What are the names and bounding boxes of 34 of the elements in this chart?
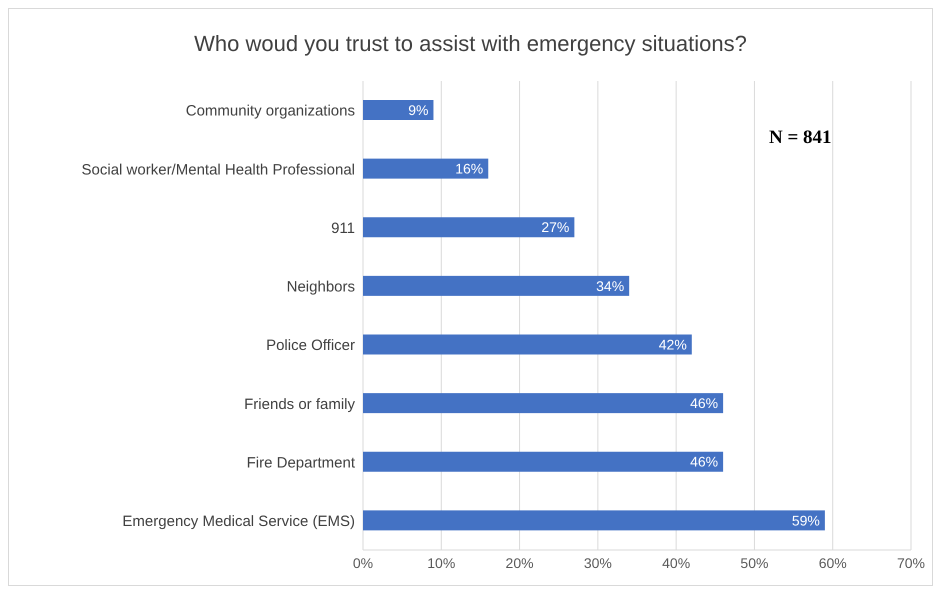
chart-title: Who woud you trust to assist with emergency situations? — [193, 30, 748, 58]
bar — [363, 158, 488, 179]
y-tick-label: Friends or family — [244, 396, 356, 413]
y-tick-label: Fire Department — [246, 454, 356, 472]
y-tick-label: Police Officer — [266, 337, 355, 354]
data-label: 34% — [596, 278, 624, 294]
bar — [363, 452, 724, 472]
x-tick-label: 60% — [818, 554, 847, 571]
y-tick-label: Community organizations — [186, 102, 355, 120]
x-tick-label: 0% — [352, 554, 374, 571]
bar — [363, 276, 630, 296]
data-label: 46% — [690, 454, 718, 470]
y-tick-label: Social worker/Mental Health Professional — [82, 161, 355, 178]
x-tick-label: 20% — [506, 554, 534, 571]
y-tick-label: Neighbors — [286, 278, 355, 296]
data-label: 46% — [690, 395, 718, 412]
y-tick-label: 911 — [331, 220, 355, 237]
bar — [363, 100, 434, 120]
bar — [363, 217, 574, 238]
x-tick-label: 50% — [740, 554, 768, 571]
x-tick-label: 10% — [427, 554, 456, 571]
x-tick-label: 40% — [662, 554, 690, 571]
bar — [363, 393, 724, 414]
data-label: 27% — [541, 219, 570, 236]
y-tick-label: Emergency Medical Service (EMS) — [122, 513, 355, 530]
x-tick-label: 30% — [584, 554, 612, 571]
data-label: 42% — [658, 336, 687, 352]
bar — [363, 510, 825, 530]
x-tick-label: 70% — [896, 554, 926, 571]
annotation: N = 841 — [769, 127, 832, 149]
data-label: 9% — [408, 102, 428, 118]
data-label: 59% — [792, 512, 820, 528]
bar — [363, 334, 692, 354]
data-label: 16% — [455, 160, 484, 177]
